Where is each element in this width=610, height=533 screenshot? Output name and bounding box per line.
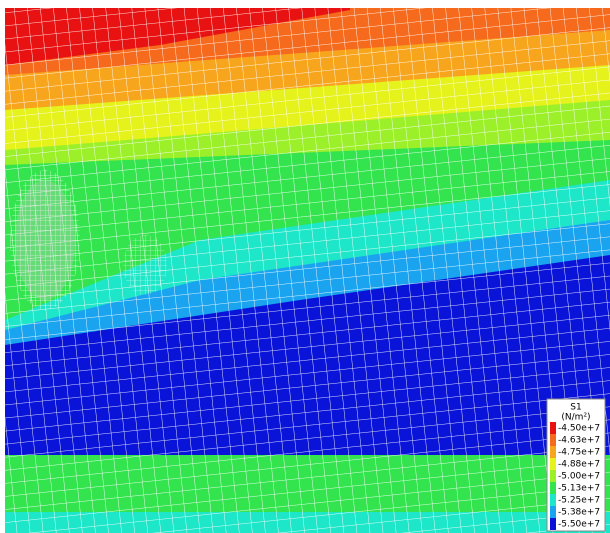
legend-swatch <box>550 470 556 482</box>
legend-label: -4.88e+7 <box>558 460 600 470</box>
contour-bands <box>0 0 610 533</box>
legend-swatch <box>550 494 556 506</box>
legend-swatch <box>550 482 556 494</box>
legend-label: -5.50e+7 <box>558 520 600 530</box>
legend-label: -5.25e+7 <box>558 496 600 506</box>
fem-view: S1 (N/m²) -4.50e+7 -4.63e+7 -4.75e+7 -4.88e… <box>0 0 610 533</box>
legend-label: -4.75e+7 <box>558 448 600 458</box>
legend-unit: (N/m²) <box>561 413 590 423</box>
legend-swatch <box>550 506 556 518</box>
legend-swatch <box>550 446 556 458</box>
legend-label: -5.00e+7 <box>558 472 600 482</box>
legend-label: -5.13e+7 <box>558 484 600 494</box>
legend-swatch <box>550 458 556 470</box>
legend-swatch <box>550 518 556 530</box>
legend-label: -5.38e+7 <box>558 508 600 518</box>
legend-title: S1 <box>570 403 581 413</box>
legend-label: -4.50e+7 <box>558 424 600 434</box>
legend-label: -4.63e+7 <box>558 436 600 446</box>
legend: S1 (N/m²) -4.50e+7 -4.63e+7 -4.75e+7 -4.88e… <box>547 399 605 531</box>
legend-swatch <box>550 422 556 434</box>
legend-swatch <box>550 434 556 446</box>
